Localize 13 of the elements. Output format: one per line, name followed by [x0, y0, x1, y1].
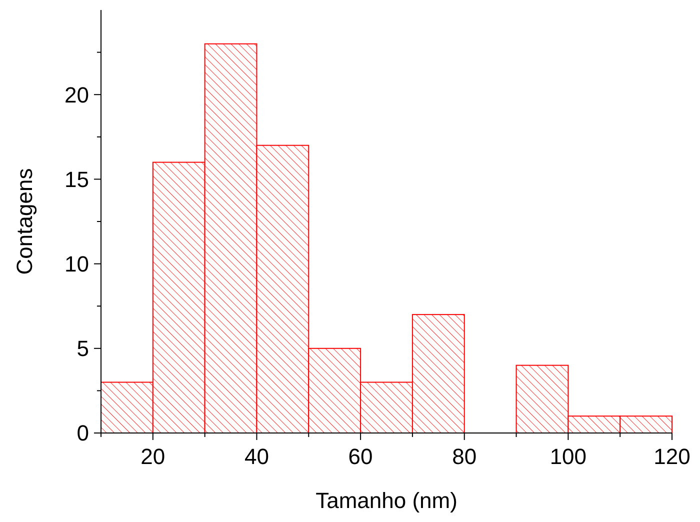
y-tick-label: 20 — [64, 82, 89, 108]
x-tick-label: 120 — [654, 444, 690, 469]
x-tick-label: 80 — [452, 444, 477, 469]
y-tick-label: 15 — [64, 166, 89, 192]
x-tick-label: 60 — [348, 444, 373, 469]
y-tick-label: 5 — [76, 336, 89, 362]
y-axis-title: Contagens — [12, 168, 37, 275]
y-tick-label: 10 — [64, 252, 89, 276]
x-axis-title: Tamanho (nm) — [316, 488, 458, 513]
x-tick-label: 40 — [244, 444, 269, 469]
x-tick-label: 20 — [140, 444, 166, 469]
x-tick-label: 100 — [550, 444, 587, 469]
y-tick-label: 0 — [76, 420, 89, 446]
